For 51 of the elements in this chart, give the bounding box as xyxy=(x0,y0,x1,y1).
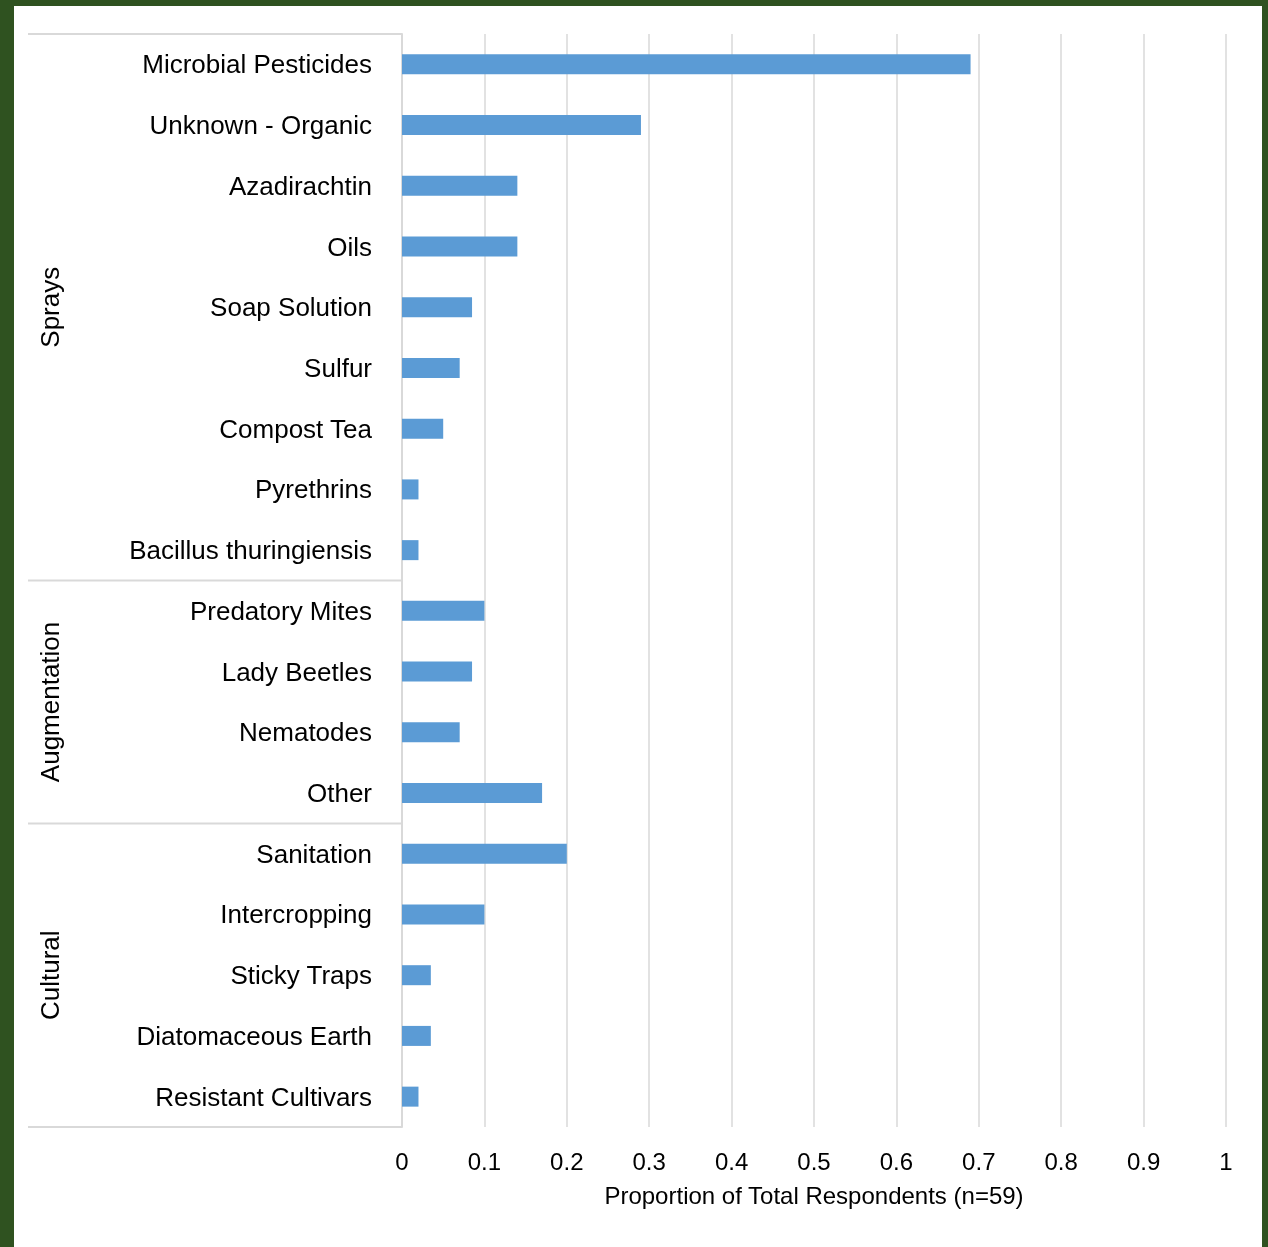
bar xyxy=(402,357,460,378)
text: Augmentation xyxy=(35,621,65,783)
y-tick-label: Intercropping xyxy=(220,899,372,930)
y-tick-label: Pyrethrins xyxy=(254,474,372,505)
y-tick-label: Predatory Mites xyxy=(189,595,372,626)
y-tick-label: Resistant Cultivars xyxy=(155,1081,372,1112)
y-tick-label: Other xyxy=(306,778,373,809)
y-tick-label: Unknown - Organic xyxy=(149,110,372,141)
y-tick-label: Sulfur xyxy=(304,352,373,383)
bar xyxy=(402,843,567,864)
bar xyxy=(402,236,518,257)
x-tick-label: 1 xyxy=(1219,1147,1233,1175)
x-tick-label: 0.8 xyxy=(1044,1147,1078,1175)
y-tick-label: Diatomaceous Earth xyxy=(136,1020,372,1051)
x-tick-label: 0.7 xyxy=(962,1147,996,1175)
bar xyxy=(402,661,473,682)
bar xyxy=(402,783,543,804)
y-tick-label: Soap Solution xyxy=(210,292,372,323)
x-tick-label: 0 xyxy=(395,1147,409,1175)
x-axis-title: Proportion of Total Respondents (n=59) xyxy=(604,1181,1024,1209)
y-tick-label: Compost Tea xyxy=(219,413,373,444)
y-tick-label: Sanitation xyxy=(256,838,372,869)
bar xyxy=(402,54,971,75)
bar xyxy=(402,722,460,743)
text: Cultural xyxy=(35,930,65,1020)
x-tick-label: 0.1 xyxy=(467,1147,502,1175)
y-tick-label: Nematodes xyxy=(239,717,372,748)
y-tick-label: Microbial Pesticides xyxy=(142,49,372,80)
bar xyxy=(402,175,518,196)
bar xyxy=(402,1086,419,1107)
bar xyxy=(402,1025,431,1046)
y-tick-label: Sticky Traps xyxy=(230,960,372,991)
bar xyxy=(402,115,641,136)
bar xyxy=(402,904,485,925)
x-tick-label: 0.6 xyxy=(879,1147,914,1175)
y-tick-label: Oils xyxy=(327,231,372,262)
bar xyxy=(402,418,444,439)
bar xyxy=(402,479,419,500)
x-tick-label: 0.4 xyxy=(714,1147,749,1175)
bar xyxy=(402,600,485,621)
bar xyxy=(402,540,419,561)
x-tick-label: 0.2 xyxy=(550,1147,584,1175)
bar xyxy=(402,965,431,986)
text: Sprays xyxy=(35,266,65,348)
y-tick-label: Bacillus thuringiensis xyxy=(129,535,372,566)
x-tick-label: 0.5 xyxy=(797,1147,831,1175)
bar xyxy=(402,297,473,318)
x-tick-label: 0.9 xyxy=(1126,1147,1161,1175)
y-tick-label: Lady Beetles xyxy=(221,656,372,687)
x-tick-label: 0.3 xyxy=(632,1147,666,1175)
y-tick-label: Azadirachtin xyxy=(228,170,372,201)
